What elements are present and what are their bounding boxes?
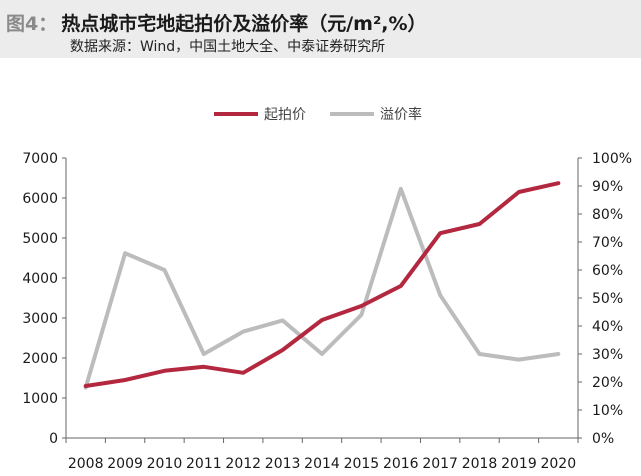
y-left-tick-label: 1000 <box>22 391 58 407</box>
x-tick-label: 2012 <box>225 456 261 472</box>
header-band <box>0 0 641 58</box>
y-right-tick-label: 40% <box>592 319 623 335</box>
y-left-tick-label: 3000 <box>22 311 58 327</box>
x-tick-label: 2018 <box>462 456 498 472</box>
figure-label: 图4： <box>6 13 58 35</box>
x-tick-label: 2016 <box>383 456 419 472</box>
y-right-tick-label: 70% <box>592 235 623 251</box>
x-tick-label: 2008 <box>68 456 104 472</box>
series-line-premium-rate <box>83 186 561 390</box>
x-tick-label: 2010 <box>147 456 183 472</box>
x-tick-label: 2013 <box>265 456 301 472</box>
y-right-tick-label: 80% <box>592 207 623 223</box>
x-tick-label: 2017 <box>422 456 458 472</box>
y-right-tick-label: 90% <box>592 179 623 195</box>
x-tick-label: 2014 <box>304 456 340 472</box>
y-right-tick-label: 50% <box>592 291 623 307</box>
legend-label: 起拍价 <box>264 107 306 123</box>
y-left-tick-label: 7000 <box>22 151 58 167</box>
x-tick-label: 2020 <box>540 456 576 472</box>
y-left-tick-label: 2000 <box>22 351 58 367</box>
y-right-tick-label: 10% <box>592 403 623 419</box>
y-right-tick-label: 60% <box>592 263 623 279</box>
y-right-tick-label: 20% <box>592 375 623 391</box>
x-tick-label: 2019 <box>501 456 537 472</box>
y-right-tick-label: 30% <box>592 347 623 363</box>
legend-label: 溢价率 <box>380 106 422 123</box>
y-left-tick-label: 4000 <box>22 271 58 287</box>
y-right-tick-label: 0% <box>592 431 614 447</box>
series-line-start-price <box>83 181 561 388</box>
y-right-tick-label: 100% <box>592 151 632 167</box>
y-left-tick-label: 5000 <box>22 231 58 247</box>
x-tick-label: 2009 <box>107 456 143 472</box>
y-left-tick-label: 6000 <box>22 191 58 207</box>
y-left-tick-label: 0 <box>49 431 58 447</box>
figure-title: 热点城市宅地起拍价及溢价率（元/m²,%） <box>61 13 427 35</box>
figure-title-row: 图4： 热点城市宅地起拍价及溢价率（元/m²,%） <box>6 8 427 40</box>
x-tick-label: 2011 <box>186 456 222 472</box>
data-source: 数据来源：Wind，中国土地大全、中泰证券研究所 <box>70 39 386 55</box>
x-tick-label: 2015 <box>344 456 380 472</box>
